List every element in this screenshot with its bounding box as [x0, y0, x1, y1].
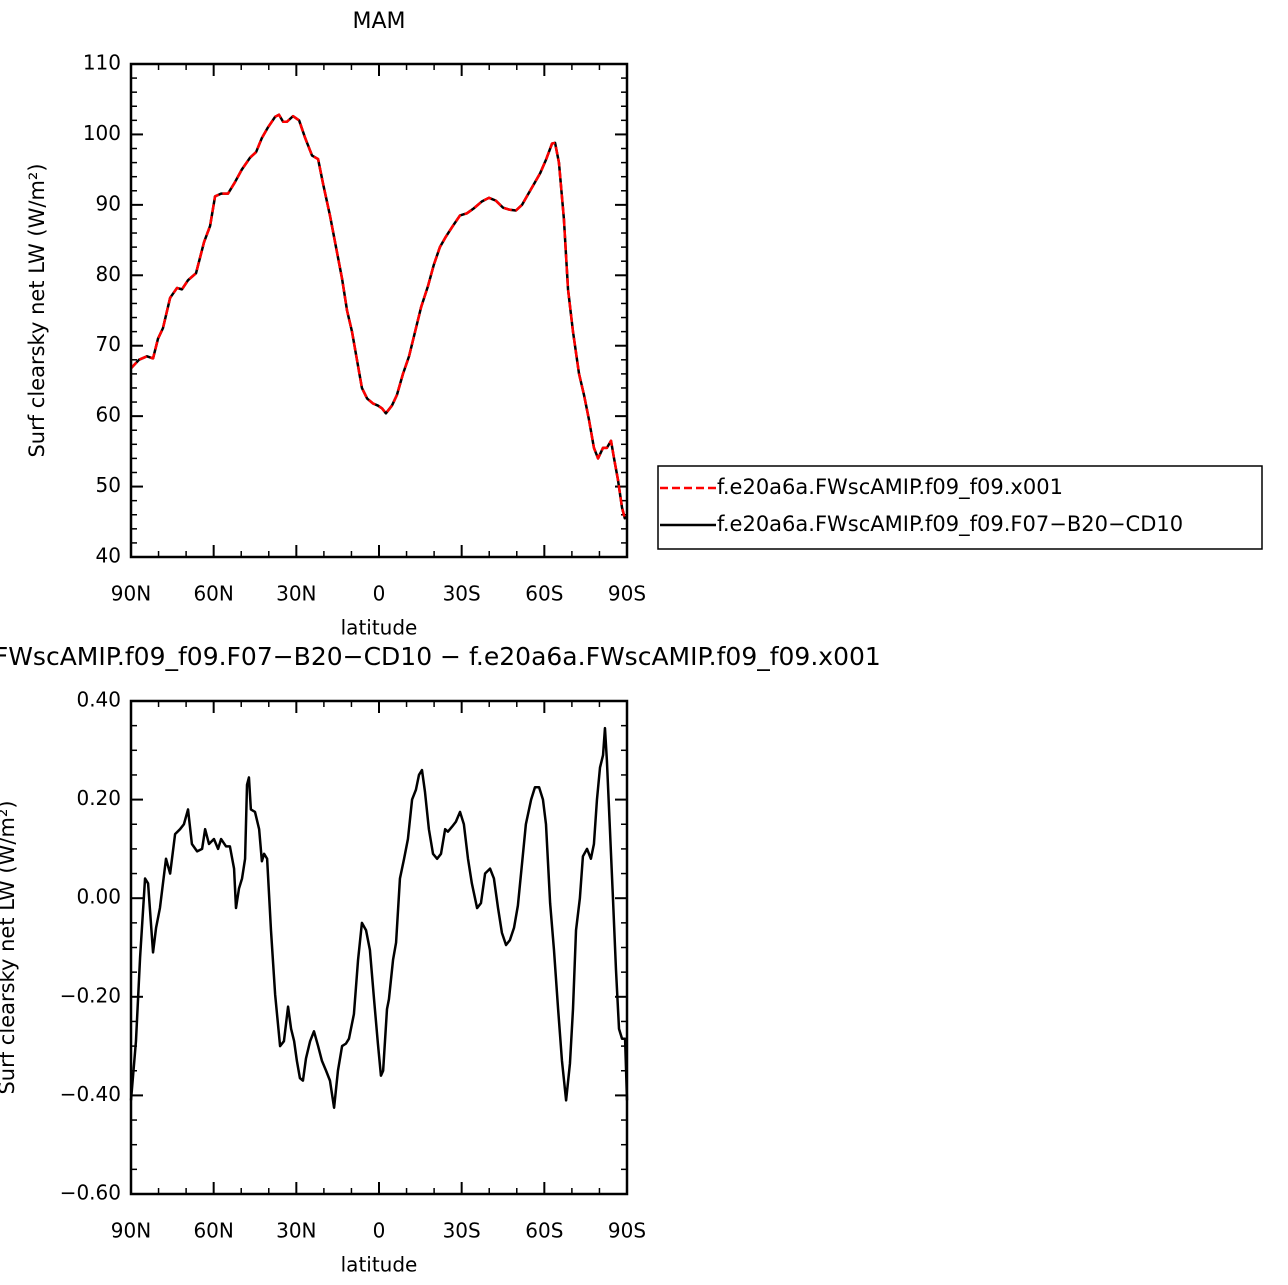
y-tick-label: 50: [96, 473, 121, 497]
legend-label: f.e20a6a.FWscAMIP.f09_f09.F07−B20−CD10: [717, 512, 1183, 537]
y-tick-label: 70: [96, 332, 121, 356]
x-tick-label: 90N: [111, 582, 151, 606]
x-axis-label: latitude: [341, 616, 418, 640]
x-tick-label: 90N: [111, 1219, 151, 1243]
x-tick-label: 60S: [525, 582, 563, 606]
x-tick-label: 90S: [608, 582, 646, 606]
y-tick-label: 80: [96, 262, 121, 286]
x-tick-label: 60S: [525, 1219, 563, 1243]
x-tick-label: 30S: [443, 1219, 481, 1243]
x-tick-label: 0: [373, 1219, 386, 1243]
y-tick-label: 0.20: [76, 786, 121, 810]
x-tick-label: 60N: [193, 1219, 233, 1243]
y-tick-label: 40: [96, 544, 121, 568]
x-tick-label: 90S: [608, 1219, 646, 1243]
plot-frame: [129, 62, 629, 559]
x-tick-label: 30S: [443, 582, 481, 606]
x-tick-label: 30N: [276, 1219, 316, 1243]
x-tick-label: 0: [373, 582, 386, 606]
chart-title: MAM: [352, 9, 405, 34]
x-tick-label: 30N: [276, 582, 316, 606]
y-tick-label: 0.00: [76, 885, 121, 909]
x-tick-label: 60N: [193, 582, 233, 606]
plot-frame: [129, 699, 629, 1196]
y-tick-label: −0.60: [60, 1181, 121, 1205]
data-line: [129, 726, 629, 1109]
data-line: [130, 113, 628, 520]
y-axis-label: Surf clearsky net LW (W/m²): [0, 800, 19, 1094]
chart-title: f.e20a6a.FWscAMIP.f09_f09.F07−B20−CD10 −…: [0, 642, 881, 671]
y-tick-label: 110: [83, 51, 121, 75]
y-axis-label: Surf clearsky net LW (W/m²): [25, 163, 49, 457]
legend-label: f.e20a6a.FWscAMIP.f09_f09.x001: [717, 475, 1063, 500]
data-line: [130, 113, 628, 520]
y-tick-label: −0.20: [60, 983, 121, 1007]
y-tick-label: −0.40: [60, 1082, 121, 1106]
y-tick-label: 0.40: [76, 688, 121, 712]
legend-box: [657, 465, 1263, 550]
y-tick-label: 60: [96, 403, 121, 427]
y-tick-label: 100: [83, 121, 121, 145]
y-tick-label: 90: [96, 191, 121, 215]
x-axis-label: latitude: [341, 1253, 418, 1277]
